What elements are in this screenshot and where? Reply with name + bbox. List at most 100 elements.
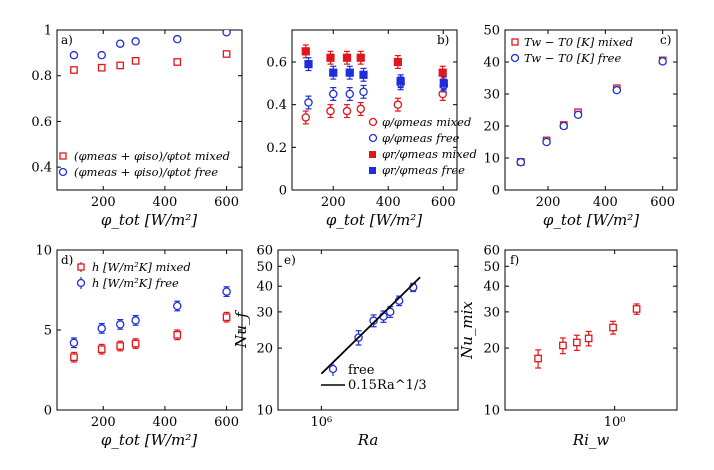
panel-b-xlabel: φ_tot [W/m²] [326, 211, 422, 229]
panel-c-axes: 200 400 600 0 10 20 30 40 50 [483, 24, 677, 210]
y-tick-label: 1 [44, 24, 52, 39]
panel-c-xlabel: φ_tot [W/m²] [543, 211, 639, 229]
panel-a-marks [69, 30, 231, 74]
x-tick-label: 200 [321, 195, 346, 210]
panel-e-ylabel: Nu_f [232, 310, 250, 349]
y-tick-label: 30 [483, 88, 500, 103]
panel-c: 200 400 600 0 10 20 30 40 50 c) Tw − T0 [K] mixe… [483, 24, 678, 229]
y-tick-label: 50 [483, 260, 500, 275]
data-point [304, 98, 313, 107]
x-tick-label: 600 [214, 415, 239, 430]
panel-d-xlabel: φ_tot [W/m²] [101, 431, 197, 449]
legend-circle-open-marker [368, 133, 378, 143]
panel-d-frame [56, 249, 243, 411]
panel-d-legend-free: h [W/m²K] free [92, 276, 179, 290]
legend-square-filled-marker [369, 167, 376, 174]
panel-e-legend: free 0.15Ra^1/3 [321, 363, 427, 393]
data-point [393, 57, 402, 67]
data-point [542, 137, 551, 147]
panel-f-frame [504, 249, 678, 411]
panel-a: 200 400 600 0.4 0.6 0.8 1 a) (φmeas + φiso)/φt… [31, 24, 243, 229]
y-tick-label: 0.6 [31, 115, 52, 130]
y-tick-label: 50 [483, 24, 500, 39]
data-point [534, 354, 542, 363]
data-point [359, 87, 368, 97]
panel-f-ylabel: Nu_mix [458, 301, 476, 360]
panel-b-label: b) [437, 33, 449, 47]
x-tick-label: 200 [91, 415, 116, 430]
panel-b: 200 400 600 0 0.2 0.4 0.6 b) φ/φmeas mixed φ/φ… [266, 29, 477, 229]
data-point [438, 68, 447, 77]
panel-b-legend-3: φr/φmeas mixed [382, 147, 477, 161]
data-point [326, 106, 335, 116]
panel-c-legend-mixed: Tw − T0 [K] mixed [524, 35, 633, 49]
panel-c-marks [516, 56, 667, 167]
data-point [326, 53, 335, 62]
panel-d-axes: 200 400 600 0 5 10 [35, 244, 242, 430]
y-tick-label: 40 [483, 56, 500, 71]
panel-a-xlabel: φ_tot [W/m²] [101, 211, 197, 229]
data-point [222, 287, 231, 296]
data-point [173, 58, 182, 66]
data-point [356, 53, 365, 62]
data-point [115, 320, 125, 329]
x-tick-label: 600 [431, 195, 456, 210]
data-point [396, 77, 405, 86]
data-point [97, 50, 106, 60]
data-point [116, 342, 125, 350]
data-point [345, 68, 354, 77]
panel-d-legend: h [W/m²K] mixed h [W/m²K] free [76, 260, 191, 290]
y-tick-label: 0.8 [31, 69, 52, 84]
y-tick-label: 30 [483, 305, 500, 320]
panel-c-label: c) [660, 33, 671, 47]
panel-a-legend-mixed: (φmeas + φiso)/φtot mixed [74, 149, 230, 163]
panel-d-legend-mixed: h [W/m²K] mixed [92, 260, 191, 274]
data-point [559, 121, 569, 131]
data-point [516, 157, 526, 167]
y-tick-label: 10 [483, 152, 500, 167]
panel-a-frame [56, 29, 243, 191]
data-point [584, 334, 593, 343]
legend-circle-open-marker [58, 167, 68, 177]
data-point [385, 307, 395, 317]
legend-square-open-marker [77, 263, 85, 271]
y-tick-label: 5 [44, 324, 52, 339]
data-point [632, 305, 641, 313]
y-tick-label: 0.2 [266, 141, 287, 156]
x-tick-label: 400 [376, 195, 401, 210]
data-point [304, 60, 313, 69]
panel-b-legend: φ/φmeas mixed φ/φmeas free φr/φmeas mixe… [368, 115, 477, 177]
y-tick-label: 20 [483, 120, 500, 135]
panel-b-axes: 200 400 600 0 0.2 0.4 0.6 [266, 30, 457, 210]
data-point [359, 70, 368, 79]
panel-b-marks [301, 44, 449, 125]
data-point [70, 66, 78, 74]
legend-circle-open-marker [368, 117, 378, 127]
data-point [328, 89, 338, 99]
panel-a-legend-free: (φmeas + φiso)/φtot free [74, 165, 218, 179]
data-point [369, 316, 378, 325]
data-point [572, 338, 581, 347]
y-tick-label: 0.4 [266, 98, 287, 113]
data-point [97, 324, 106, 333]
panel-f-xlabel: Ri_w [572, 431, 610, 449]
x-tick-label: 400 [153, 195, 178, 210]
data-point [439, 79, 448, 88]
x-tick-label: 10⁰ [604, 415, 626, 430]
data-point [131, 316, 140, 325]
data-point [393, 100, 403, 109]
legend-circle-open-marker [76, 278, 86, 288]
legend-circle-open-marker [510, 53, 520, 63]
data-point [658, 57, 667, 66]
data-point [329, 68, 338, 77]
data-point [131, 57, 140, 65]
data-point [69, 338, 79, 348]
panel-f-label: f) [510, 253, 519, 267]
x-tick-label: 400 [593, 195, 618, 210]
data-point [612, 85, 622, 95]
panel-e-legend-fit: 0.15Ra^1/3 [348, 378, 427, 393]
panel-a-label: a) [61, 33, 73, 47]
